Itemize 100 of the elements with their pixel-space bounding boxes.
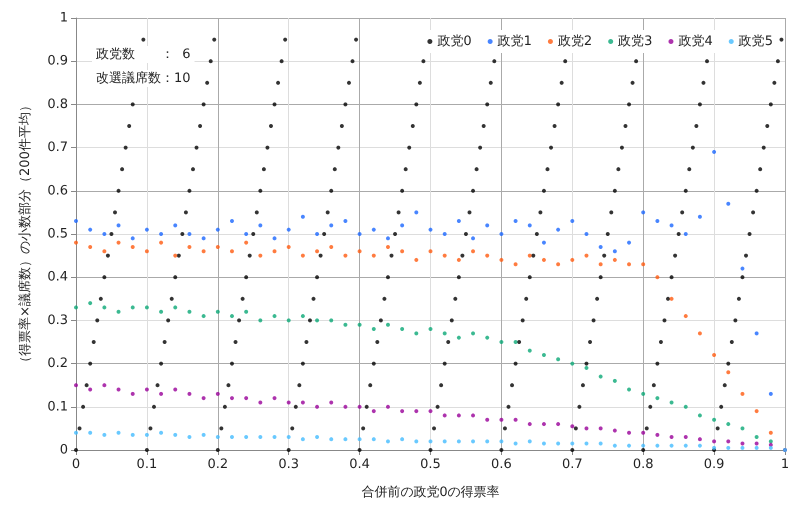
point — [102, 383, 106, 388]
point — [712, 439, 716, 444]
point — [740, 426, 744, 430]
point — [187, 232, 192, 236]
point — [684, 444, 688, 448]
x-tick-label: 0.5 — [420, 457, 441, 472]
point — [456, 219, 461, 224]
point — [698, 331, 702, 336]
point — [528, 439, 532, 444]
point — [286, 244, 291, 249]
point — [542, 258, 546, 262]
point — [612, 444, 617, 448]
point — [130, 305, 135, 310]
point — [286, 318, 291, 322]
point — [88, 228, 92, 232]
point — [244, 240, 248, 245]
point — [726, 439, 730, 444]
point — [358, 232, 362, 236]
point — [343, 254, 348, 258]
point — [556, 262, 560, 266]
point — [670, 296, 674, 301]
point — [584, 442, 588, 446]
point — [116, 388, 121, 392]
y-tick-label: 0.3 — [47, 312, 68, 328]
point — [286, 400, 291, 404]
point — [358, 249, 362, 254]
point — [456, 336, 461, 340]
point — [300, 437, 305, 442]
point — [102, 232, 106, 236]
point — [230, 249, 234, 254]
point — [216, 392, 220, 396]
point — [74, 430, 78, 435]
point — [116, 310, 121, 314]
point — [159, 232, 164, 236]
annotation: 改選議席数：10 — [96, 70, 191, 86]
point — [542, 422, 546, 426]
point — [343, 437, 348, 442]
point — [315, 318, 320, 322]
point — [754, 435, 759, 440]
point — [244, 435, 248, 440]
point — [258, 254, 262, 258]
point — [400, 409, 404, 414]
point — [272, 314, 277, 318]
y-tick-label: 0 — [60, 442, 68, 458]
point — [258, 318, 262, 322]
point — [286, 228, 291, 232]
point — [698, 413, 702, 418]
point — [386, 244, 390, 249]
point — [598, 244, 603, 249]
point — [740, 446, 744, 450]
point — [358, 322, 362, 327]
point — [88, 301, 92, 306]
point — [216, 435, 220, 440]
point — [612, 378, 617, 383]
point — [272, 396, 277, 400]
point — [130, 392, 135, 396]
y-tick-label: 0.5 — [47, 226, 68, 242]
point — [726, 422, 730, 426]
point — [499, 418, 504, 422]
point — [612, 428, 617, 433]
point — [612, 249, 617, 254]
point — [471, 331, 476, 336]
point — [499, 232, 504, 236]
point — [754, 446, 759, 450]
point — [556, 442, 560, 446]
point — [428, 249, 432, 254]
point — [528, 348, 532, 353]
point — [570, 258, 574, 262]
point — [173, 254, 178, 258]
point — [514, 340, 518, 344]
point — [216, 310, 220, 314]
point — [329, 400, 334, 404]
point — [230, 314, 234, 318]
point — [116, 223, 121, 228]
point — [300, 214, 305, 219]
point — [400, 327, 404, 332]
point — [754, 442, 759, 446]
point — [740, 266, 744, 271]
point — [358, 437, 362, 442]
point — [244, 232, 248, 236]
point — [670, 444, 674, 448]
point — [712, 352, 716, 357]
x-axis-title: 合併前の政党0の得票率 — [361, 484, 500, 500]
point — [456, 439, 461, 444]
point — [102, 249, 106, 254]
point — [414, 439, 418, 444]
y-tick-label: 0.7 — [47, 140, 68, 156]
x-tick-label: 0.3 — [278, 457, 300, 472]
point — [187, 435, 192, 440]
point — [315, 232, 320, 236]
point — [372, 409, 376, 414]
point — [358, 404, 362, 409]
point — [684, 404, 688, 409]
point — [442, 439, 447, 444]
point — [740, 442, 744, 446]
point — [570, 424, 574, 428]
point — [670, 400, 674, 404]
point — [159, 310, 164, 314]
point — [428, 409, 432, 414]
point — [598, 426, 603, 430]
